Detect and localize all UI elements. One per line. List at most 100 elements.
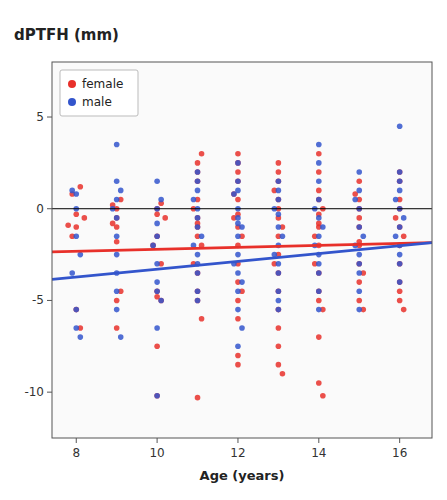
point: [114, 197, 120, 203]
point: [356, 279, 362, 285]
point: [235, 233, 241, 239]
point: [158, 298, 164, 304]
point: [356, 261, 362, 267]
point: [397, 178, 403, 184]
point: [235, 353, 241, 359]
point: [397, 169, 403, 175]
point: [276, 261, 282, 267]
title: dPTFH (mm): [14, 26, 119, 44]
point: [162, 215, 168, 221]
point: [77, 252, 83, 258]
chart: dPTFH (mm)810121416-10-505Age (years)fem…: [0, 0, 447, 500]
point: [316, 178, 322, 184]
point: [191, 197, 197, 203]
point: [316, 169, 322, 175]
y-tick: [47, 117, 52, 118]
point: [397, 188, 403, 194]
point: [235, 188, 241, 194]
point: [401, 215, 407, 221]
point: [195, 224, 201, 230]
point: [114, 239, 120, 245]
point: [276, 325, 282, 331]
y-tick-label: 5: [36, 110, 44, 124]
y-tick: [47, 392, 52, 393]
point: [77, 184, 83, 190]
point: [114, 215, 120, 221]
point: [235, 169, 241, 175]
point: [356, 270, 362, 276]
point: [235, 178, 241, 184]
point: [356, 215, 362, 221]
point: [316, 142, 322, 148]
point: [397, 261, 403, 267]
y-tick-label: 0: [36, 202, 44, 216]
point: [195, 169, 201, 175]
point: [397, 298, 403, 304]
x-axis-label: Age (years): [200, 468, 285, 483]
legend: femalemale: [60, 70, 138, 116]
point: [195, 188, 201, 194]
legend-marker: [68, 98, 76, 106]
point: [316, 288, 322, 294]
point: [397, 123, 403, 129]
point: [114, 325, 120, 331]
point: [235, 343, 241, 349]
point: [276, 362, 282, 368]
point: [352, 197, 358, 203]
point: [195, 298, 201, 304]
point: [316, 151, 322, 157]
point: [235, 160, 241, 166]
point: [316, 334, 322, 340]
point: [397, 178, 403, 184]
point: [316, 215, 322, 221]
point: [276, 307, 282, 313]
point: [195, 169, 201, 175]
point: [154, 261, 160, 267]
point: [356, 261, 362, 267]
point: [195, 160, 201, 166]
point: [114, 142, 120, 148]
point: [195, 298, 201, 304]
point: [316, 270, 322, 276]
point: [316, 197, 322, 203]
point: [195, 178, 201, 184]
point: [195, 215, 201, 221]
point: [158, 298, 164, 304]
legend-box: [60, 70, 138, 116]
x-tick: [76, 438, 77, 443]
point: [154, 325, 160, 331]
point: [69, 270, 75, 276]
point: [280, 233, 286, 239]
point: [316, 261, 322, 267]
point: [397, 279, 403, 285]
point: [316, 233, 322, 239]
point: [73, 307, 79, 313]
point: [276, 197, 282, 203]
point: [356, 169, 362, 175]
point: [397, 288, 403, 294]
point: [397, 224, 403, 230]
point: [235, 151, 241, 157]
point: [276, 224, 282, 230]
point: [401, 307, 407, 313]
point: [114, 178, 120, 184]
point: [397, 252, 403, 258]
point: [195, 178, 201, 184]
point: [276, 270, 282, 276]
point: [195, 395, 201, 401]
point: [276, 298, 282, 304]
point: [316, 160, 322, 166]
point: [195, 215, 201, 221]
point: [195, 270, 201, 276]
point: [276, 270, 282, 276]
point: [356, 252, 362, 258]
y-tick: [47, 208, 52, 209]
point: [73, 191, 79, 197]
point: [73, 307, 79, 313]
point: [320, 393, 326, 399]
x-tick: [237, 438, 238, 443]
point: [235, 298, 241, 304]
point: [154, 288, 160, 294]
point: [356, 178, 362, 184]
plot-frame: [52, 62, 432, 438]
